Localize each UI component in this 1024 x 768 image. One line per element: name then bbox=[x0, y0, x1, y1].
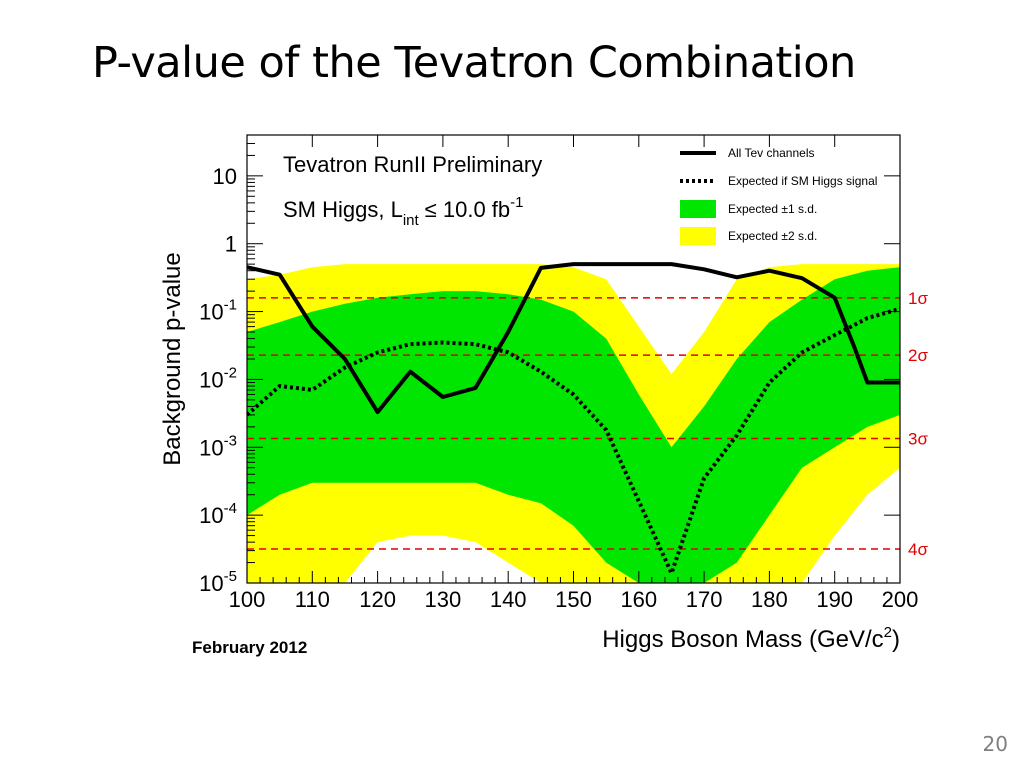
x-tick-label: 200 bbox=[882, 587, 919, 612]
x-tick-label: 130 bbox=[425, 587, 462, 612]
legend-label-2sd: Expected ±2 s.d. bbox=[728, 229, 817, 243]
x-tick-label: 100 bbox=[229, 587, 266, 612]
x-tick-label: 170 bbox=[686, 587, 723, 612]
x-tick-label: 110 bbox=[295, 587, 330, 612]
legend: All Tev channels Expected if SM Higgs si… bbox=[680, 146, 877, 245]
axis-ticks: 100 110 120 130 140 150 160 170 180 190 200 10 1 10-1… bbox=[199, 134, 919, 612]
legend-swatch-1sd bbox=[680, 200, 716, 218]
y-tick-label: 1 bbox=[225, 232, 237, 257]
sigma-label-1: 1σ bbox=[908, 289, 928, 308]
legend-label-observed: All Tev channels bbox=[728, 146, 815, 160]
y-axis-label: Background p-value bbox=[159, 252, 186, 465]
y-tick-label: 10-4 bbox=[199, 500, 237, 528]
y-tick-label: 10-3 bbox=[199, 432, 237, 460]
observed-pvalue-line bbox=[247, 262, 900, 415]
x-tick-label: 140 bbox=[490, 587, 527, 612]
slide-title: P-value of the Tevatron Combination bbox=[92, 38, 856, 88]
x-tick-label: 180 bbox=[751, 587, 788, 612]
band-1sd bbox=[247, 267, 900, 583]
slide-number: 20 bbox=[982, 732, 1008, 756]
date-label: February 2012 bbox=[192, 638, 307, 657]
expected-bands bbox=[247, 264, 900, 583]
sigma-label-3: 3σ bbox=[908, 429, 928, 448]
y-tick-label: 10-1 bbox=[199, 297, 237, 325]
sigma-reference-lines: 1σ 2σ 3σ 4σ bbox=[247, 289, 928, 559]
y-tick-label: 10 bbox=[213, 164, 237, 189]
expected-pvalue-line bbox=[247, 306, 900, 576]
x-tick-label: 120 bbox=[359, 587, 396, 612]
annotation-line-1: Tevatron RunII Preliminary bbox=[283, 152, 542, 177]
legend-swatch-2sd bbox=[680, 227, 716, 245]
x-tick-label: 160 bbox=[620, 587, 657, 612]
x-axis-label: Higgs Boson Mass (GeV/c2) bbox=[602, 624, 900, 653]
legend-label-1sd: Expected ±1 s.d. bbox=[728, 202, 817, 216]
data-series bbox=[247, 262, 900, 576]
y-tick-label: 10-5 bbox=[199, 568, 237, 596]
x-tick-label: 150 bbox=[555, 587, 592, 612]
sigma-label-4: 4σ bbox=[908, 540, 928, 559]
y-tick-label: 10-2 bbox=[199, 364, 237, 392]
x-tick-label: 190 bbox=[816, 587, 853, 612]
annotation-line-2: SM Higgs, Lint ≤ 10.0 fb-1 bbox=[283, 194, 523, 229]
legend-label-expected: Expected if SM Higgs signal bbox=[728, 174, 877, 188]
sigma-label-2: 2σ bbox=[908, 346, 928, 365]
